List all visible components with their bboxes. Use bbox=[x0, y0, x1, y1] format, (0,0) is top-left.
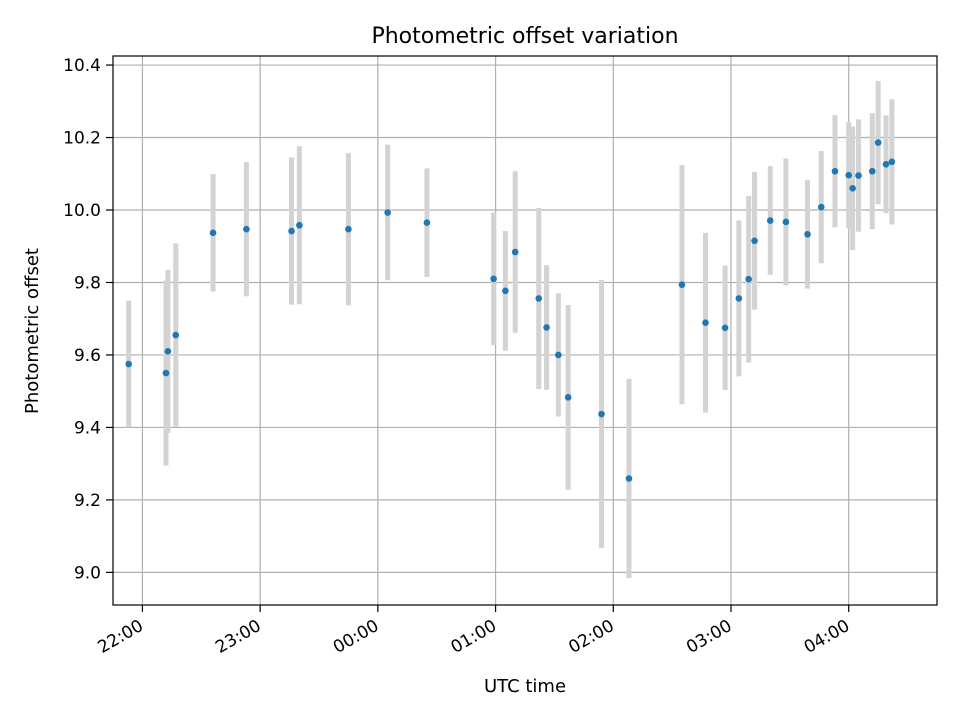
data-point bbox=[209, 229, 217, 237]
y-tick-label: 9.2 bbox=[74, 491, 101, 511]
data-point bbox=[882, 161, 890, 168]
data-point bbox=[855, 172, 862, 179]
data-point bbox=[766, 217, 774, 224]
data-point bbox=[164, 348, 172, 355]
data-point bbox=[817, 203, 825, 211]
data-point bbox=[172, 331, 180, 339]
y-tick-label: 10.4 bbox=[63, 56, 101, 76]
data-point bbox=[502, 287, 509, 295]
y-tick-label: 9.4 bbox=[74, 418, 101, 438]
data-point bbox=[598, 410, 605, 418]
x-axis-label: UTC time bbox=[484, 676, 566, 697]
data-point bbox=[125, 360, 132, 368]
data-point bbox=[735, 295, 743, 302]
data-point bbox=[535, 295, 543, 302]
data-point bbox=[423, 219, 431, 226]
y-tick-label: 10.0 bbox=[63, 201, 101, 221]
data-point bbox=[384, 209, 391, 216]
data-point bbox=[888, 158, 896, 166]
y-axis-label: Photometric offset bbox=[22, 248, 43, 414]
data-point bbox=[511, 248, 519, 256]
data-point bbox=[625, 475, 633, 482]
data-point bbox=[243, 225, 250, 233]
data-point bbox=[296, 221, 303, 229]
data-point bbox=[721, 324, 729, 332]
y-tick-label: 10.2 bbox=[63, 129, 101, 149]
data-point bbox=[564, 394, 572, 401]
plot-frame bbox=[112, 55, 938, 606]
data-point bbox=[868, 167, 876, 175]
data-point bbox=[804, 230, 811, 238]
data-point bbox=[782, 218, 790, 226]
data-point bbox=[555, 351, 562, 359]
y-tick-label: 9.0 bbox=[74, 563, 101, 583]
data-point bbox=[490, 275, 497, 283]
data-point bbox=[874, 139, 882, 146]
y-tick-label: 9.8 bbox=[74, 273, 101, 293]
data-point bbox=[745, 275, 752, 283]
data-point bbox=[543, 324, 550, 331]
data-point bbox=[162, 369, 170, 377]
data-point bbox=[751, 237, 758, 245]
data-point bbox=[702, 319, 709, 327]
data-point bbox=[831, 167, 839, 175]
data-point bbox=[345, 225, 352, 233]
chart-title: Photometric offset variation bbox=[371, 24, 678, 49]
y-tick-label: 9.6 bbox=[74, 346, 101, 366]
data-points bbox=[125, 139, 896, 482]
data-point bbox=[678, 281, 686, 288]
data-point bbox=[288, 227, 295, 235]
data-point bbox=[849, 184, 856, 192]
data-point bbox=[845, 171, 853, 179]
grid bbox=[113, 56, 937, 605]
